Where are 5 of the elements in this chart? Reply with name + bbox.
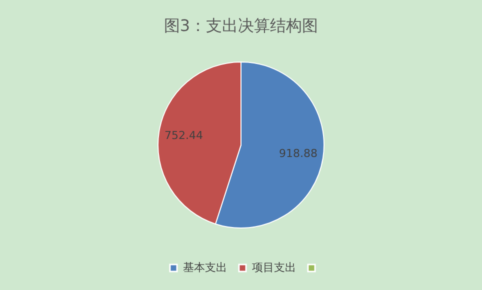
data-label: 752.44 — [164, 128, 203, 142]
data-label: 918.88 — [279, 147, 318, 160]
legend-label: 项目支出 — [252, 260, 296, 274]
legend-label: 基本支出 — [183, 260, 227, 274]
chart-title: 图3：支出决算结构图 — [164, 16, 318, 35]
